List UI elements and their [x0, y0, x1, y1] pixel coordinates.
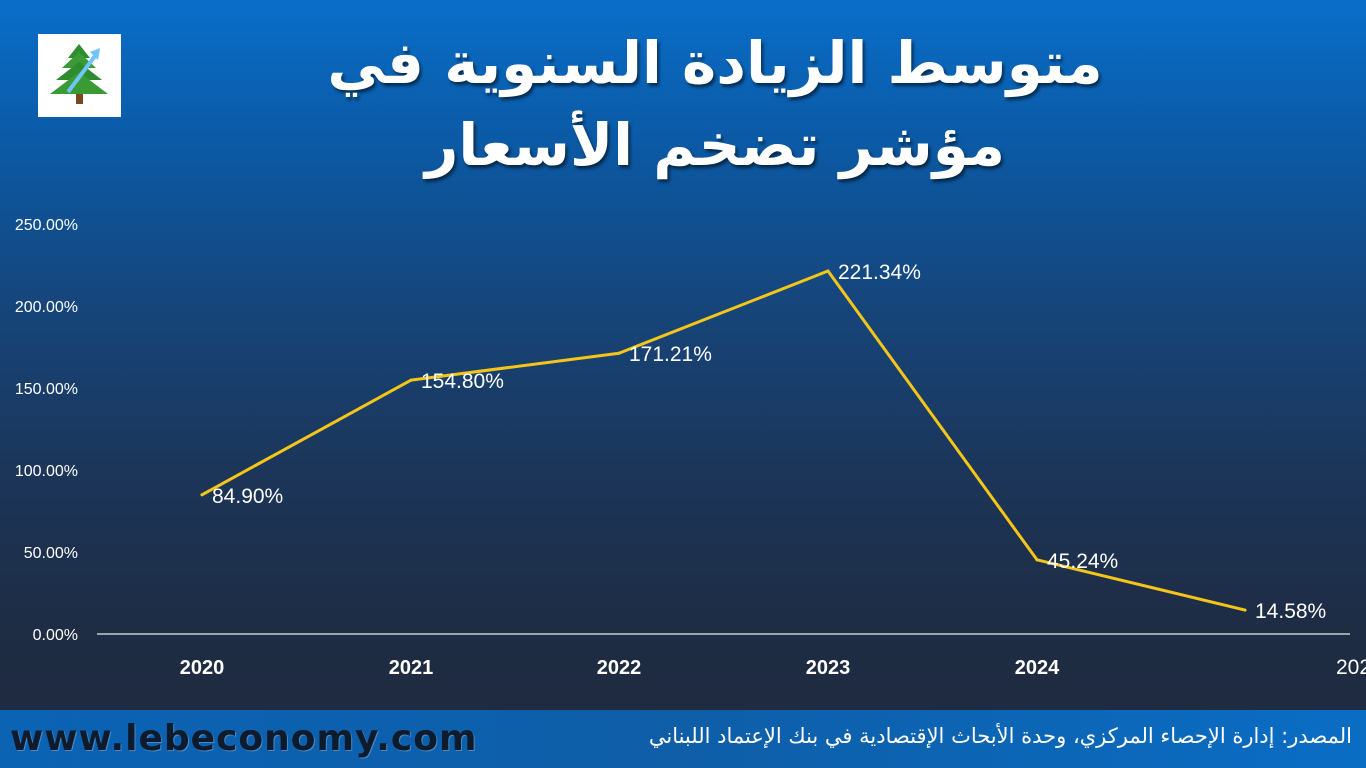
series-line-segment	[826, 269, 1039, 562]
data-label: 154.80%	[421, 370, 504, 393]
series-line-segment	[1035, 558, 1247, 612]
y-tick-label: 0.00%	[33, 627, 78, 644]
x-tick-label: 2020	[180, 657, 225, 679]
data-point	[617, 351, 621, 355]
y-tick-label: 100.00%	[15, 463, 78, 480]
series-line-segment	[200, 378, 413, 497]
data-point	[409, 378, 413, 382]
data-label: 84.90%	[212, 485, 283, 508]
website-url: www.lebeconomy.com	[10, 718, 478, 759]
data-label: 221.34%	[838, 261, 921, 284]
data-label: 14.58%	[1255, 600, 1326, 623]
footer-bar: www.lebeconomy.com المصدر: إدارة الإحصاء…	[0, 710, 1366, 768]
x-tick-label: لغاية شهر آب 2025	[1336, 653, 1366, 680]
title-line-2: مؤشر تضخم الأسعار	[425, 111, 1005, 179]
line-chart: 0.00% 50.00% 100.00% 150.00% 200.00% 250.00% 2…	[15, 217, 1366, 680]
logo	[38, 34, 121, 117]
data-point	[200, 493, 204, 497]
y-tick-label: 150.00%	[15, 381, 78, 398]
page-title: متوسط الزيادة السنوية في مؤشر تضخم الأسع…	[300, 22, 1130, 186]
data-label: 171.21%	[629, 343, 712, 366]
y-tick-label: 250.00%	[15, 217, 78, 234]
cedar-tree-icon	[50, 44, 108, 104]
series-line-segment	[617, 269, 830, 355]
y-tick-label: 50.00%	[24, 545, 78, 562]
data-point	[1035, 558, 1039, 562]
data-point	[1243, 608, 1247, 612]
data-point	[826, 269, 830, 273]
source-note: المصدر: إدارة الإحصاء المركزي، وحدة الأب…	[648, 724, 1352, 748]
x-tick-label: 2024	[1015, 657, 1060, 679]
series-line-segment	[409, 351, 621, 382]
x-tick-label: 2023	[806, 657, 851, 679]
x-tick-label: 2021	[389, 657, 434, 679]
y-tick-label: 200.00%	[15, 299, 78, 316]
data-label: 45.24%	[1047, 550, 1118, 573]
x-tick-label: 2022	[597, 657, 642, 679]
title-line-1: متوسط الزيادة السنوية في	[327, 29, 1103, 97]
